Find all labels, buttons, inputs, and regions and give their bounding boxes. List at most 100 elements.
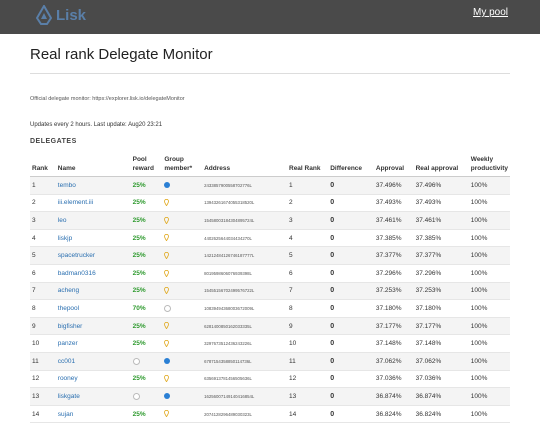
location-pin-icon	[164, 269, 170, 278]
col-difference[interactable]: Difference	[328, 153, 374, 177]
pool-reward	[130, 352, 163, 371]
table-row: 9 bigfisher 25% 6281400850162033335L 9 0 37.17…	[30, 317, 510, 336]
delegate-name-link[interactable]: badman0316	[55, 264, 131, 283]
weekly-productivity: 100%	[468, 317, 510, 336]
approval: 37.496%	[373, 176, 414, 195]
difference: 0	[328, 229, 374, 248]
address: 16256007149140416854L	[202, 387, 287, 406]
approval: 37.148%	[373, 334, 414, 353]
weekly-productivity: 100%	[468, 334, 510, 353]
weekly-productivity: 100%	[468, 176, 510, 195]
pool-reward: 25%	[130, 405, 163, 423]
delegate-name-link[interactable]: bigfisher	[55, 317, 131, 336]
delegate-name-link[interactable]: iii.element.iii	[55, 194, 131, 213]
group-member	[162, 176, 203, 195]
real-approval: 37.377%	[413, 246, 469, 265]
location-pin-icon	[164, 216, 170, 225]
approval: 37.377%	[373, 246, 414, 265]
location-pin-icon	[164, 410, 170, 418]
group-member	[162, 334, 203, 353]
location-pin-icon	[164, 234, 170, 242]
delegate-name-link[interactable]: cc001	[55, 352, 131, 371]
delegate-name-link[interactable]: spacetrucker	[55, 246, 131, 265]
delegate-name-link[interactable]: liskgate	[55, 387, 131, 406]
rank: 14	[30, 405, 56, 423]
weekly-productivity: 100%	[468, 352, 510, 371]
weekly-productivity: 100%	[468, 299, 510, 318]
page-title: Real rank Delegate Monitor	[30, 46, 213, 63]
real-approval: 36.824%	[413, 405, 469, 423]
difference: 0	[328, 282, 374, 301]
col-group-member[interactable]: Group member*	[162, 153, 203, 177]
real-rank: 9	[287, 317, 329, 336]
group-member	[162, 299, 203, 318]
delegate-name-link[interactable]: thepool	[55, 299, 131, 318]
real-approval: 37.461%	[413, 211, 469, 230]
location-pin-icon	[164, 339, 170, 348]
real-rank: 6	[287, 264, 329, 283]
table-row: 10 panzer 25% 3297673512436243226L 10 0 37.148…	[30, 334, 510, 353]
my-pool-link[interactable]: My pool	[472, 7, 508, 18]
delegate-name-link[interactable]: sujan	[55, 405, 131, 423]
group-member	[162, 370, 203, 389]
weekly-productivity: 100%	[468, 370, 510, 389]
rank: 13	[30, 387, 56, 406]
empty-circle-icon	[132, 392, 140, 400]
real-approval: 37.493%	[413, 194, 469, 213]
rank: 2	[30, 194, 56, 213]
real-rank: 3	[287, 211, 329, 230]
delegate-name-link[interactable]: leo	[55, 211, 131, 230]
approval: 36.874%	[373, 387, 414, 406]
table-row: 7 acheng 25% 15455156702499576722L 7 0 37.253%…	[30, 282, 510, 301]
col-pool-reward[interactable]: Pool reward	[130, 153, 163, 177]
difference: 0	[328, 211, 374, 230]
delegate-name-link[interactable]: tembo	[55, 176, 131, 195]
table-row: 4 liskjp 25% 4402625644034434270L 4 0 37.385% 3…	[30, 229, 510, 248]
table-row: 3 leo 25% 15458003184304895724L 3 0 37.461% 37.…	[30, 211, 510, 230]
weekly-productivity: 100%	[468, 264, 510, 283]
real-rank: 13	[287, 387, 329, 406]
col-rank[interactable]: Rank	[30, 153, 56, 177]
section-label: DELEGATES	[30, 138, 77, 145]
address: 15455156702499576722L	[202, 282, 287, 301]
logo[interactable]: Lisk	[36, 5, 86, 25]
real-approval: 37.253%	[413, 282, 469, 301]
rank: 10	[30, 334, 56, 353]
address: 15458003184304895724L	[202, 211, 287, 230]
rank: 12	[30, 370, 56, 389]
difference: 0	[328, 334, 374, 353]
update-info: Updates every 2 hours. Last update: Aug2…	[30, 122, 163, 128]
table-header-row: Rank Name Pool reward Group member* Addr…	[30, 153, 510, 177]
col-real-rank[interactable]: Real Rank	[287, 153, 329, 177]
address: 14212484126746187777L	[202, 246, 287, 265]
member-dot-icon	[164, 358, 171, 365]
real-rank: 4	[287, 229, 329, 248]
delegate-name-link[interactable]: liskjp	[55, 229, 131, 248]
delegate-name-link[interactable]: acheng	[55, 282, 131, 301]
group-member	[162, 264, 203, 283]
logo-text: Lisk	[56, 6, 87, 24]
col-address[interactable]: Address	[202, 153, 287, 177]
approval: 37.385%	[373, 229, 414, 248]
address: 10839494368003672009L	[202, 299, 287, 318]
col-real-approval[interactable]: Real approval	[413, 153, 469, 177]
col-name[interactable]: Name	[55, 153, 131, 177]
address: 3297673512436243226L	[202, 334, 287, 353]
difference: 0	[328, 176, 374, 195]
rank: 6	[30, 264, 56, 283]
delegate-name-link[interactable]: panzer	[55, 334, 131, 353]
real-rank: 11	[287, 352, 329, 371]
delegate-name-link[interactable]: rooney	[55, 370, 131, 389]
pool-reward	[130, 387, 163, 406]
rank: 1	[30, 176, 56, 195]
pool-reward: 25%	[130, 194, 163, 213]
divider	[30, 73, 510, 74]
real-approval: 36.874%	[413, 387, 469, 406]
location-pin-icon	[164, 199, 170, 207]
col-weekly-productivity[interactable]: Weekly productivity	[468, 153, 510, 177]
col-approval[interactable]: Approval	[373, 153, 414, 177]
rank: 8	[30, 299, 56, 318]
table-row: 1 tembo 25% 2433857900558702776L 1 0 37.496% 37…	[30, 176, 510, 195]
pool-reward: 25%	[130, 317, 163, 336]
weekly-productivity: 100%	[468, 387, 510, 406]
